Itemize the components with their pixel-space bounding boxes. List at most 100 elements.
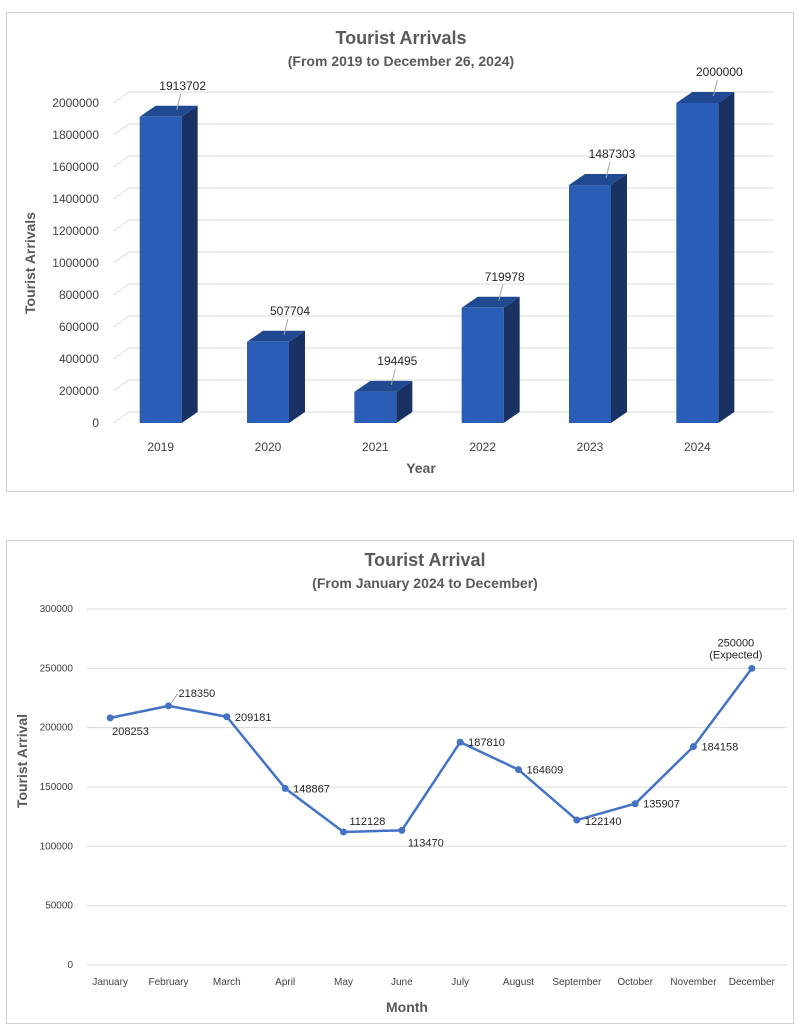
bar-front	[461, 307, 504, 423]
line-data-label: 113470	[408, 837, 444, 849]
bar-2019	[139, 105, 198, 423]
bar-side	[611, 174, 627, 423]
bar-y-tick-label: 2000000	[52, 96, 99, 110]
line-point-August	[515, 766, 522, 774]
bar-front	[676, 103, 719, 423]
line-x-tick-label: February	[148, 977, 188, 988]
line-data-label: 135907	[643, 799, 680, 811]
line-data-label: 218350	[179, 688, 216, 700]
line-chart-y-ticks: 0 50000 100000 150000 200000 250000 300000	[40, 604, 74, 971]
bar-x-tick-label: 2020	[255, 440, 282, 454]
line-point-November	[690, 742, 697, 750]
bar-front	[247, 341, 289, 423]
line-chart-series	[106, 664, 756, 836]
bar-side	[503, 296, 520, 423]
line-point-October	[631, 800, 639, 808]
bar-gridline	[112, 155, 773, 168]
line-point-April	[281, 784, 289, 792]
line-chart-data-labels: 208253 218350 209181 148867 112128 113470 1878…	[112, 637, 762, 849]
line-data-label: 209181	[235, 712, 272, 724]
bar-chart-x-ticks: 2019 2020 2021 2022 2023 2024	[147, 440, 711, 454]
line-x-tick-label: November	[670, 977, 717, 988]
line-y-tick-label: 300000	[40, 604, 74, 615]
line-point-May	[340, 828, 347, 836]
bar-x-tick-label: 2021	[362, 440, 389, 454]
line-data-label: 122140	[585, 816, 622, 828]
bar-data-label: 719978	[485, 270, 525, 284]
line-chart-y-axis-label: Tourist Arrival	[14, 714, 30, 808]
bar-top	[569, 174, 627, 186]
line-x-tick-label: August	[503, 977, 534, 988]
bar-2023	[569, 174, 627, 423]
bar-data-label: 2000000	[696, 65, 743, 79]
bar-data-label-leader	[712, 79, 718, 97]
bar-top	[461, 296, 520, 308]
bar-front	[139, 116, 182, 423]
bar-gridline	[112, 219, 773, 232]
bar-2022	[461, 296, 520, 423]
bar-data-label-leader	[176, 93, 182, 110]
line-y-tick-label: 100000	[40, 841, 74, 852]
bar-data-label: 194495	[377, 354, 417, 368]
bar-chart-gridlines	[112, 91, 773, 424]
bar-chart: Tourist Arrivals (From 2019 to December …	[22, 28, 773, 476]
bar-front	[569, 185, 611, 423]
line-x-tick-label: April	[275, 977, 295, 988]
bar-y-tick-label: 400000	[59, 352, 99, 366]
bar-chart-panel: Tourist Arrivals (From 2019 to December …	[6, 12, 794, 492]
bar-gridline	[112, 187, 773, 200]
bar-y-tick-label: 1600000	[52, 160, 99, 174]
bar-x-tick-label: 2024	[684, 440, 711, 454]
line-series-path	[109, 667, 753, 834]
bar-chart-title: Tourist Arrivals	[335, 28, 466, 48]
bar-2020	[247, 330, 305, 423]
line-point-December	[748, 664, 756, 672]
bar-top	[354, 380, 413, 392]
line-point-June	[398, 826, 406, 834]
bar-chart-data-labels: 1913702 507704 194495 719978 1487303 2000000	[159, 65, 743, 386]
bar-2021	[354, 380, 413, 423]
line-data-label: 208253	[112, 726, 149, 738]
line-data-label: 112128	[350, 816, 386, 828]
bar-gridline	[112, 347, 773, 360]
line-point-July	[456, 738, 464, 746]
bar-data-label-leader	[605, 161, 611, 179]
bar-gridline	[112, 123, 773, 136]
line-data-label: 148867	[293, 783, 330, 795]
line-point-January	[106, 714, 114, 722]
line-x-tick-label: June	[391, 977, 413, 988]
bar-y-tick-label: 1400000	[52, 192, 99, 206]
bar-chart-bars	[139, 92, 735, 423]
line-x-tick-label: May	[334, 977, 353, 988]
line-x-tick-label: July	[451, 977, 469, 988]
line-point-September	[573, 816, 581, 824]
bar-x-tick-label: 2023	[577, 440, 604, 454]
bar-data-label: 1913702	[159, 79, 206, 93]
line-chart-panel: Tourist Arrival (From January 2024 to De…	[6, 540, 794, 1024]
bar-gridline	[112, 91, 773, 104]
line-chart-subtitle: (From January 2024 to December)	[312, 575, 538, 591]
bar-gridline	[112, 283, 773, 296]
line-x-tick-label: October	[617, 977, 653, 988]
line-chart-gridlines	[87, 608, 787, 966]
bar-y-tick-label: 600000	[59, 320, 99, 334]
bar-side	[289, 330, 305, 423]
bar-y-tick-label: 0	[92, 416, 99, 430]
bar-data-label-leader	[498, 284, 504, 301]
line-y-tick-label: 150000	[40, 782, 74, 793]
bar-gridline	[112, 379, 773, 392]
line-data-annotation: (Expected)	[709, 649, 762, 661]
line-x-tick-label: September	[552, 977, 602, 988]
bar-y-tick-label: 200000	[59, 384, 99, 398]
line-y-tick-label: 0	[67, 960, 73, 971]
line-data-label: 164609	[527, 765, 564, 777]
bar-chart-y-axis-label: Tourist Arrivals	[22, 212, 38, 314]
line-chart-x-axis-label: Month	[386, 999, 428, 1015]
line-data-label-leader	[171, 693, 178, 704]
line-y-tick-label: 200000	[40, 723, 74, 734]
bar-data-label-leader	[390, 368, 396, 386]
line-y-tick-label: 50000	[45, 901, 73, 912]
line-data-label: 250000	[717, 637, 754, 649]
bar-x-tick-label: 2019	[147, 440, 174, 454]
bar-top	[139, 105, 198, 117]
